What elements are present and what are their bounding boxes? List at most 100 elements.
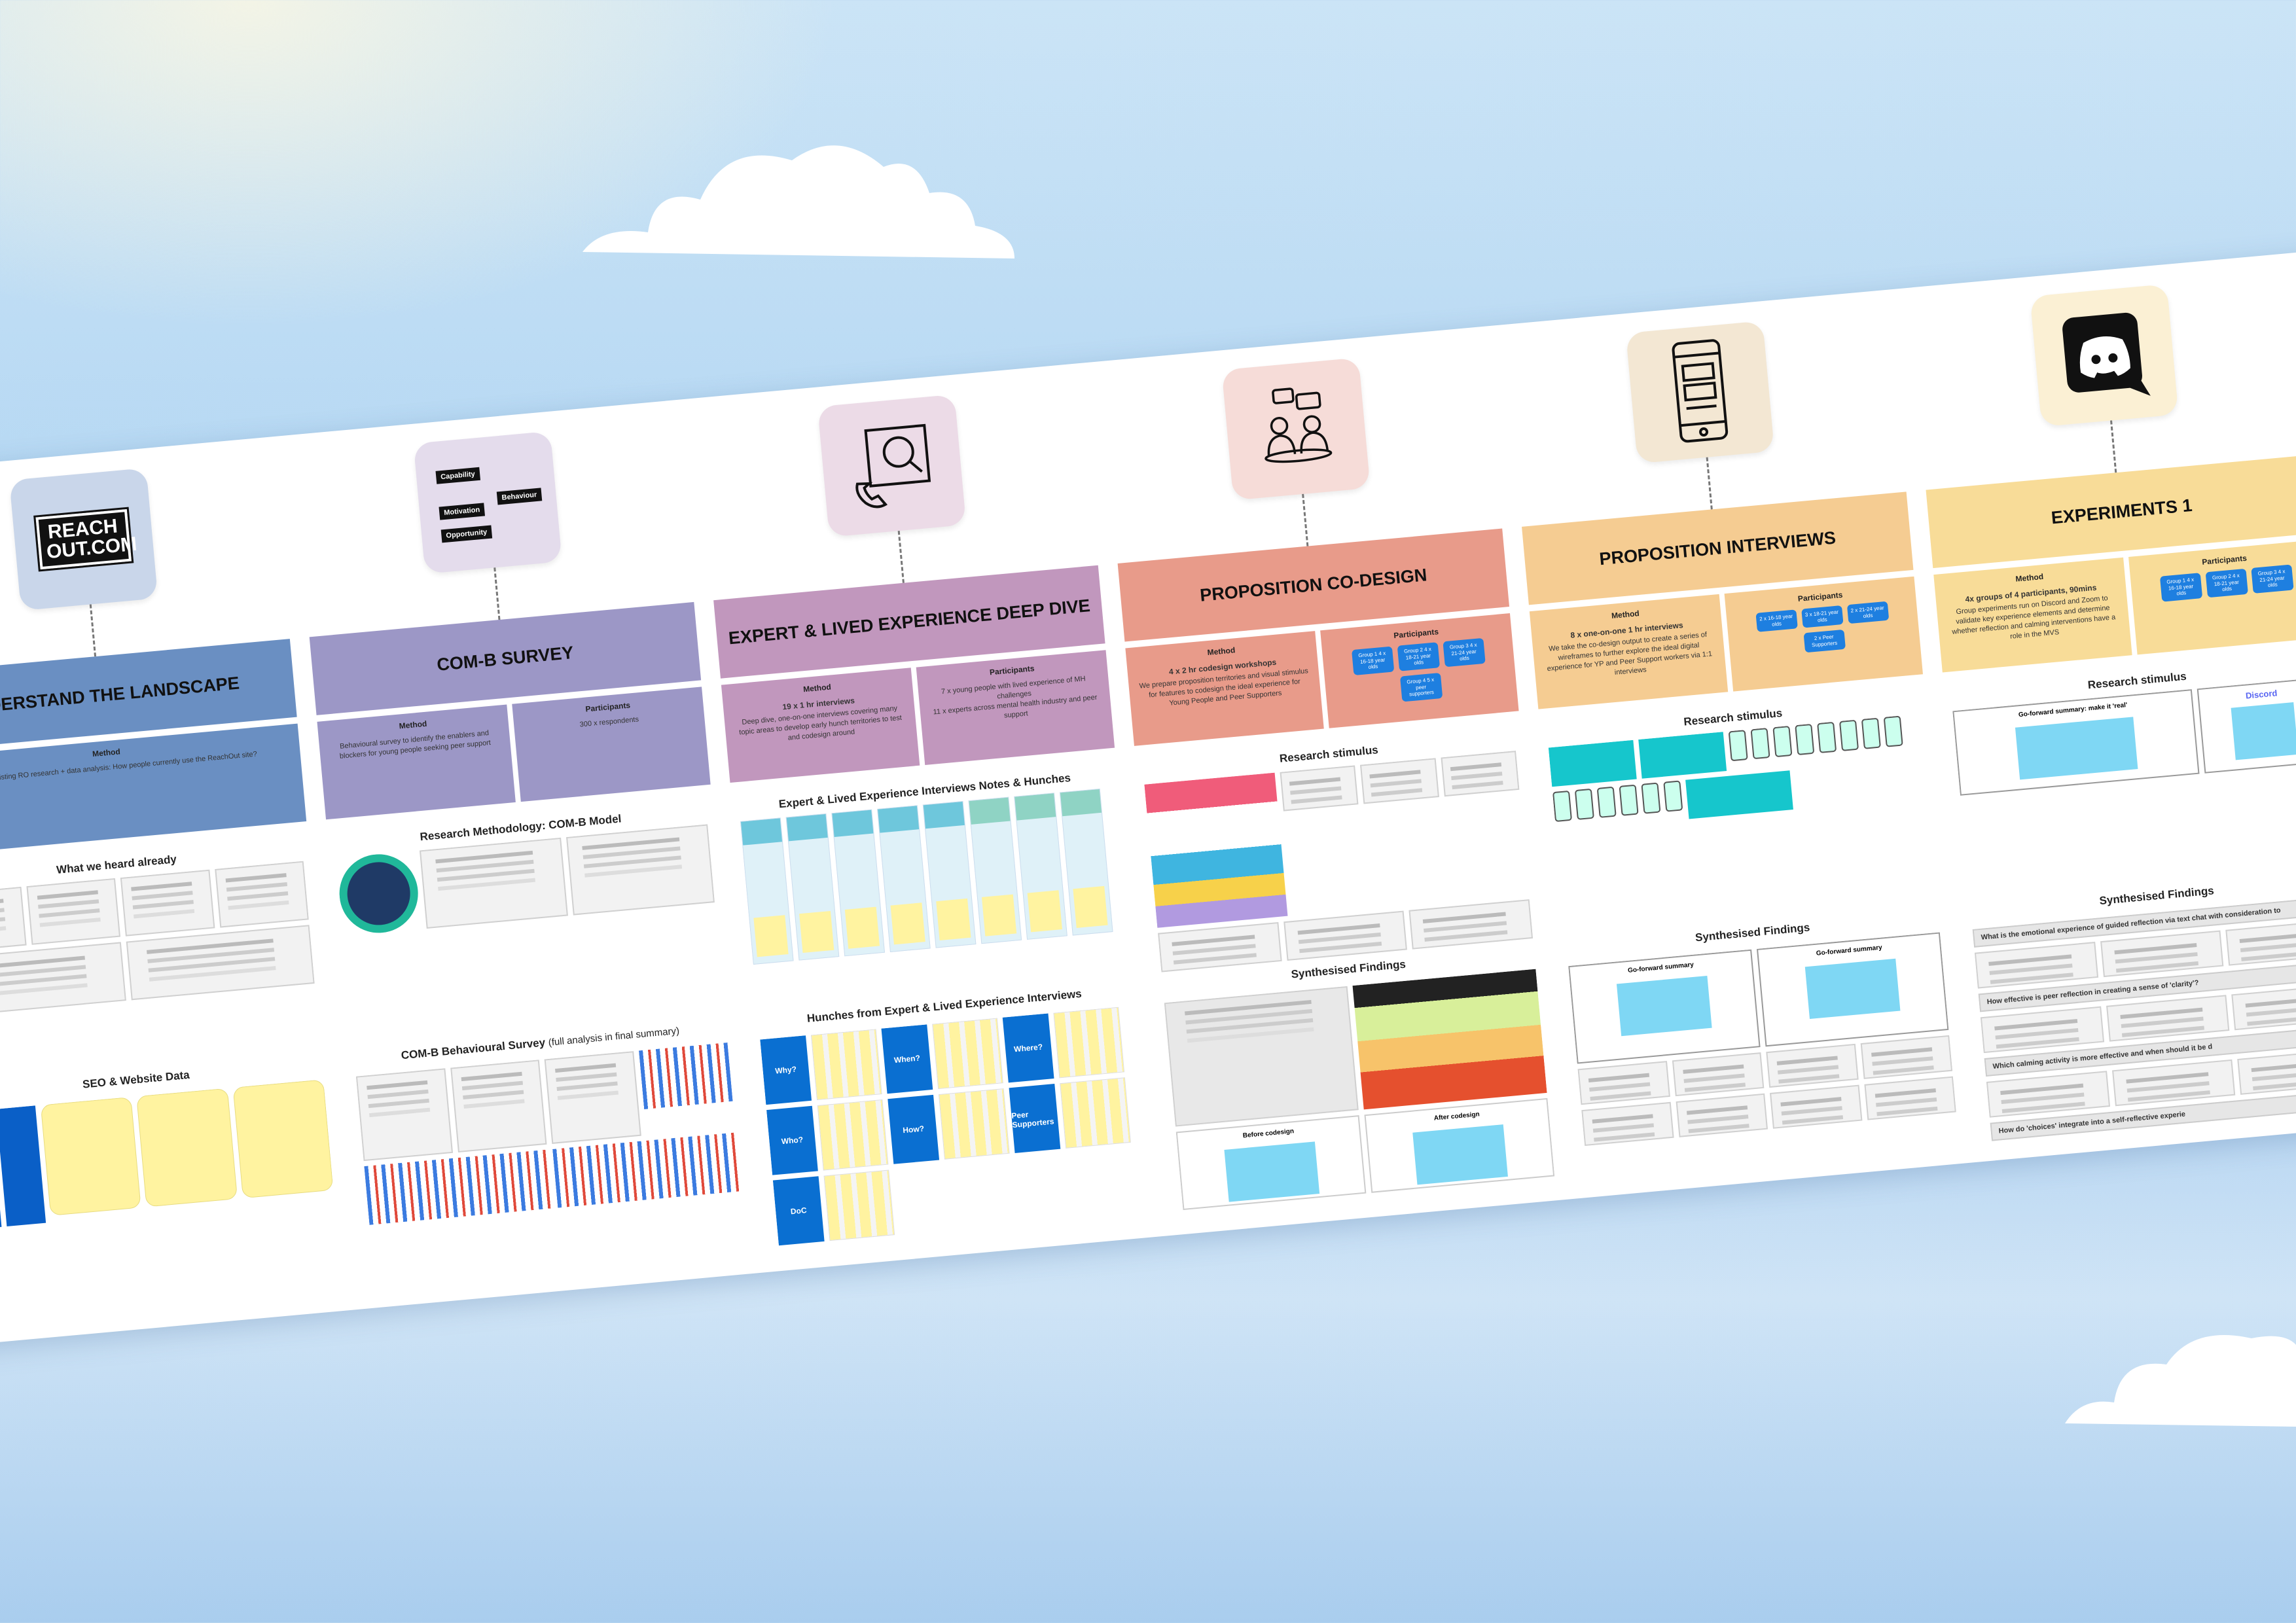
- column-experiments: EXPERIMENTS 1 Method 4x groups of 4 partic…: [1907, 253, 2296, 1161]
- section-title-text: What we heard already: [56, 853, 177, 876]
- wireframe-phone: [1817, 721, 1837, 753]
- section-content: [740, 787, 1129, 1010]
- section-title-text: Research stimulus: [1279, 743, 1379, 765]
- thumbnail: [450, 1060, 547, 1153]
- section-title-text: Research stimulus: [1683, 706, 1783, 728]
- wireframe-phone: [1839, 719, 1859, 751]
- column-landscape: REACH OUT.COM UNDERSTAND THE LANDSCAPE Met…: [0, 437, 351, 1345]
- magnifier-phone-icon: [842, 414, 942, 517]
- thumbnail: [419, 837, 568, 929]
- participant-group: 3 x 18-21 year olds: [1801, 605, 1844, 628]
- wireframe-phone: [1574, 788, 1594, 820]
- hunch-label-0: Why?: [760, 1035, 812, 1105]
- participant-group: 2 x Peer Supporters: [1803, 630, 1846, 652]
- section-content: Before codesign After codesign: [1164, 969, 1556, 1218]
- chart-thumb: [552, 1132, 742, 1208]
- hunch-notes: [817, 1099, 889, 1171]
- wireframe-phone: [1861, 717, 1881, 749]
- thumbnail: [1974, 942, 2098, 989]
- thumbnail: [0, 942, 126, 1018]
- icon-tile: REACH OUT.COM: [9, 467, 158, 611]
- hunch-notes: [932, 1018, 1003, 1090]
- hunch-notes: [1053, 1007, 1125, 1079]
- section-content: Go-forward summary: make it 'real' Discor…: [1952, 677, 2296, 900]
- wireframe-phone: [1883, 715, 1903, 747]
- participants-box: Participants Group 1 4 x 16-18 year olds G…: [2128, 539, 2296, 655]
- interview-card: [1014, 793, 1067, 940]
- connector-line: [897, 530, 905, 583]
- wireframe-phone: [1596, 786, 1617, 818]
- connector-line: [2110, 420, 2117, 473]
- go-forward-summary: Go-forward summary: [1568, 949, 1761, 1064]
- phone-wireframe-icon: [1659, 335, 1741, 449]
- sticky-notes: [232, 1079, 334, 1199]
- connector-line: [1302, 493, 1309, 546]
- thumbnail: [2111, 1059, 2236, 1107]
- interview-card: [785, 813, 840, 961]
- hunch-label-6: DoC: [772, 1176, 825, 1246]
- hunch-label-3: Who?: [766, 1105, 818, 1175]
- column-interviews: PROPOSITION INTERVIEWS Method 8 x one-on-o…: [1503, 290, 1967, 1198]
- discord-logo-icon: [2051, 300, 2157, 410]
- participant-group: Group 1 4 x 16-18 year olds: [2159, 573, 2202, 602]
- hunch-notes: [810, 1029, 882, 1101]
- section-content: [336, 824, 725, 1046]
- thumbnail: [1283, 910, 1408, 961]
- discord-overview: Discord: [2197, 677, 2296, 774]
- participant-groups: 2 x 16-18 year olds 3 x 18-21 year olds 2 …: [1736, 599, 1911, 658]
- participants-box: Participants 2 x 16-18 year olds 3 x 18-21…: [1724, 576, 1923, 692]
- method-box: Method 4 x 2 hr codesign workshops We prep…: [1125, 631, 1324, 746]
- participant-group: Group 2 4 x 18-21 year olds: [2205, 569, 2248, 598]
- wireframe-phone: [1728, 730, 1748, 762]
- method-box: Method 19 x 1 hr interviews Deep dive, one…: [721, 668, 920, 783]
- icon-tile: Capability Motivation Opportunity Behaviour: [413, 431, 562, 574]
- interview-card: [1059, 788, 1113, 936]
- go-forward-summary: Go-forward summary: [1756, 932, 1949, 1047]
- thumbnail: [2225, 919, 2296, 966]
- participant-group: Group 3 4 x 21-24 year olds: [1442, 638, 1486, 668]
- findings-table: [1164, 986, 1359, 1127]
- icon-tile: [817, 394, 967, 537]
- section-content: [0, 1079, 343, 1328]
- participant-groups: Group 1 4 x 16-18 year olds Group 2 4 x 1…: [1331, 636, 1508, 707]
- comb-label: Opportunity: [440, 525, 493, 543]
- section-subtitle: (full analysis in final summary): [548, 1025, 680, 1048]
- cloud-bottom-right: [2065, 1335, 2296, 1427]
- findings-matrix: [1352, 969, 1547, 1110]
- thumbnail: [1360, 758, 1439, 804]
- wireframe-phone: [1750, 728, 1770, 760]
- thumbnail: [120, 869, 215, 936]
- thumbnail: [2106, 995, 2230, 1042]
- hunch-label-2: Where?: [1002, 1013, 1054, 1083]
- participants-box: Participants Group 1 4 x 16-18 year olds G…: [1320, 613, 1519, 728]
- hunch-notes: [823, 1169, 895, 1241]
- column-comb: Capability Motivation Opportunity Behaviour…: [291, 400, 755, 1308]
- wireframe-phone: [1795, 723, 1815, 756]
- cloud-top: [583, 145, 1014, 259]
- section-content: [355, 1043, 747, 1291]
- stimulus-banner: [1685, 770, 1793, 819]
- hunch-label-5: Peer Supporters: [1009, 1084, 1061, 1153]
- thumbnail: [1577, 1061, 1670, 1105]
- stimulus-banner: [1638, 732, 1727, 779]
- wireframe-phone: [1772, 725, 1793, 758]
- stimulus-grid: [1144, 772, 1288, 928]
- thumbnail: [1158, 922, 1282, 972]
- section-content: [1144, 751, 1534, 973]
- interview-card: [831, 809, 886, 957]
- thumbnail: [2100, 930, 2224, 978]
- thumbnail: [2231, 983, 2296, 1031]
- wireframe-phone: [1663, 780, 1683, 812]
- section-title-text: Synthesised Findings: [2098, 884, 2215, 908]
- thumbnail: [1980, 1006, 2104, 1054]
- column-expert: EXPERT & LIVED EXPERIENCE DEEP DIVE Metho…: [695, 363, 1159, 1272]
- thumbnail: [1860, 1035, 1953, 1079]
- connector-line: [89, 604, 97, 657]
- wireframe-phone: [1641, 782, 1661, 814]
- connector-line: [1706, 457, 1713, 510]
- hunch-notes: [1060, 1077, 1131, 1149]
- connector-line: [493, 567, 501, 620]
- chart-thumb: [638, 1043, 733, 1110]
- participant-group: Group 4 5 x peer supporters: [1399, 673, 1443, 702]
- thumbnail: [1441, 751, 1520, 797]
